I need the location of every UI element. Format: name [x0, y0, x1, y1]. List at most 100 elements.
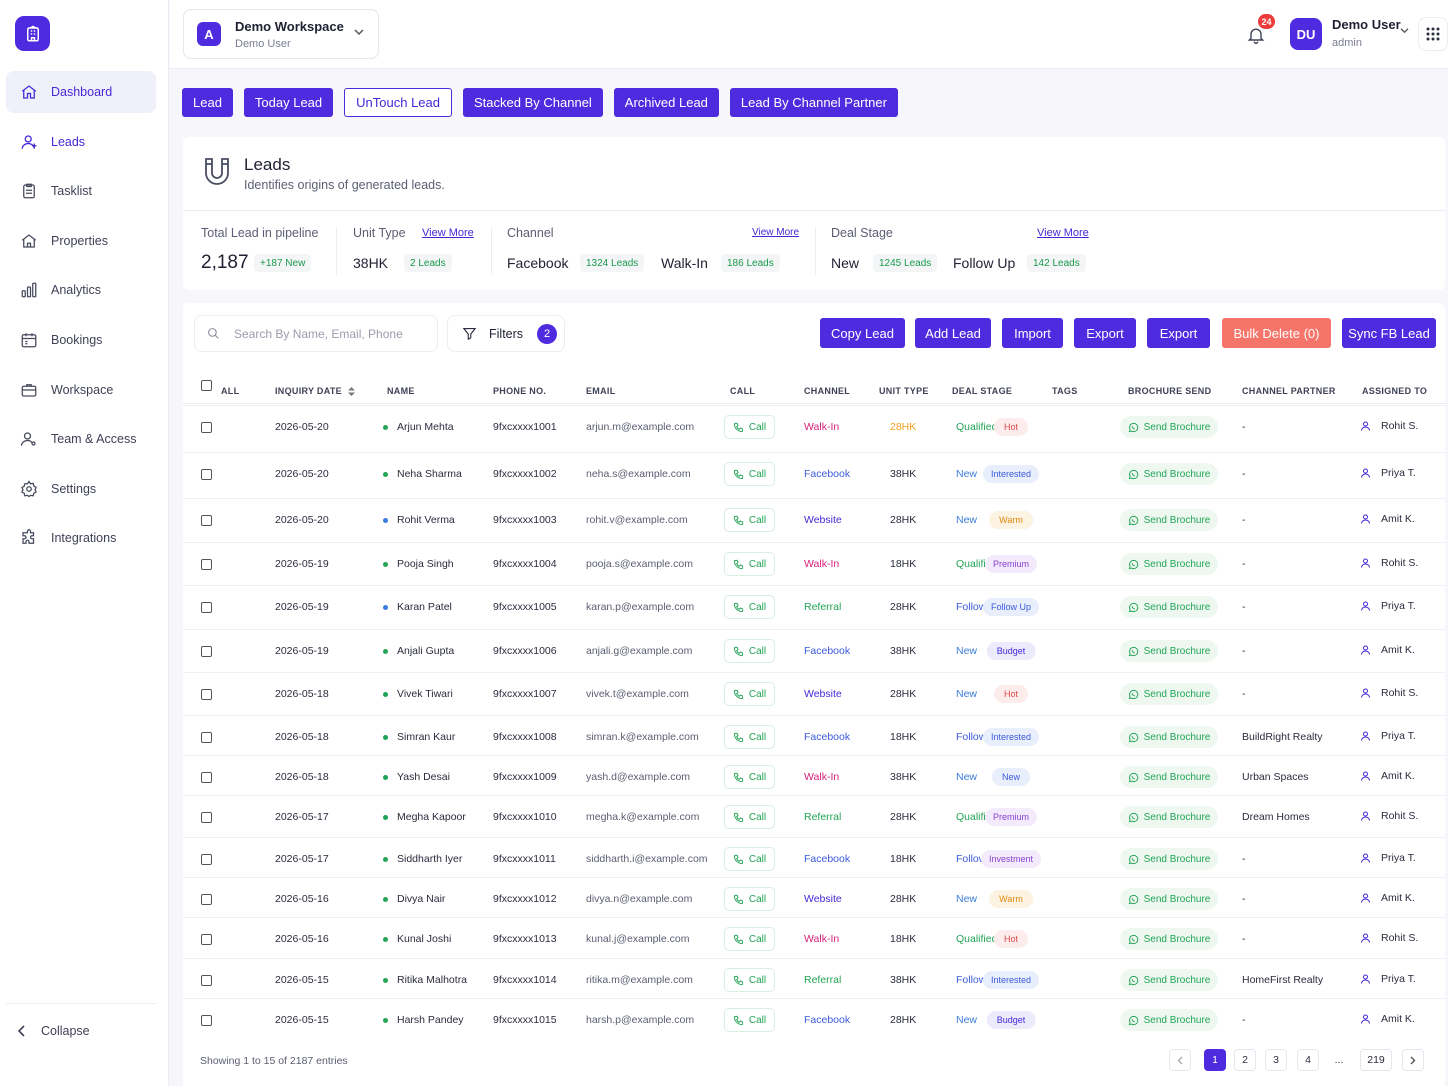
call-button[interactable]: Call [724, 725, 775, 749]
workspace-switcher[interactable]: A Demo Workspace Demo User [183, 9, 379, 59]
send-brochure-button[interactable]: Send Brochure [1120, 726, 1218, 748]
sidebar-item-properties[interactable]: Properties [6, 220, 156, 262]
cell-name[interactable]: Yash Desai [397, 771, 450, 783]
table-row[interactable] [183, 877, 1445, 921]
cell-assigned-to[interactable]: Priya T. [1360, 730, 1416, 742]
call-button[interactable]: Call [724, 462, 775, 486]
table-row[interactable] [183, 958, 1445, 1002]
cell-assigned-to[interactable]: Rohit S. [1360, 932, 1418, 944]
apps-grid-button[interactable] [1418, 17, 1448, 51]
table-row[interactable] [183, 452, 1445, 496]
send-brochure-button[interactable]: Send Brochure [1120, 928, 1218, 950]
row-checkbox[interactable] [201, 469, 212, 480]
sidebar-item-tasklist[interactable]: Tasklist [6, 170, 156, 212]
table-row[interactable] [183, 498, 1445, 542]
unit-view-more-link[interactable]: View More [422, 227, 474, 239]
row-checkbox[interactable] [201, 934, 212, 945]
cell-assigned-to[interactable]: Rohit S. [1360, 420, 1418, 432]
tab-untouch-lead[interactable]: UnTouch Lead [344, 88, 452, 117]
call-button[interactable]: Call [724, 552, 775, 576]
send-brochure-button[interactable]: Send Brochure [1120, 1009, 1218, 1031]
cell-name[interactable]: Rohit Verma [397, 514, 455, 526]
cell-name[interactable]: Harsh Pandey [397, 1014, 464, 1026]
tab-archived-lead[interactable]: Archived Lead [613, 88, 719, 117]
table-row[interactable] [183, 629, 1445, 673]
table-row[interactable] [183, 795, 1445, 839]
row-checkbox[interactable] [201, 975, 212, 986]
cell-name[interactable]: Megha Kapoor [397, 811, 466, 823]
table-row[interactable] [183, 715, 1445, 759]
cell-assigned-to[interactable]: Priya T. [1360, 600, 1416, 612]
send-brochure-button[interactable]: Send Brochure [1120, 888, 1218, 910]
bulk-delete-button[interactable]: Bulk Delete (0) [1222, 318, 1331, 348]
tab-stacked-by-channel[interactable]: Stacked By Channel [463, 88, 603, 117]
sync-fb-lead-button[interactable]: Sync FB Lead [1342, 318, 1436, 348]
add-lead-button[interactable]: Add Lead [915, 318, 991, 348]
cell-name[interactable]: Vivek Tiwari [397, 688, 453, 700]
row-checkbox[interactable] [201, 515, 212, 526]
row-checkbox[interactable] [201, 772, 212, 783]
collapse-button[interactable]: Collapse [17, 1024, 90, 1038]
cell-name[interactable]: Kunal Joshi [397, 933, 452, 945]
sidebar-item-dashboard[interactable]: Dashboard [6, 71, 156, 113]
call-button[interactable]: Call [724, 927, 775, 951]
call-button[interactable]: Call [724, 968, 775, 992]
tab-today-lead[interactable]: Today Lead [243, 88, 334, 117]
cell-name[interactable]: Arjun Mehta [397, 421, 454, 433]
cell-name[interactable]: Anjali Gupta [397, 645, 455, 657]
select-all-checkbox[interactable] [201, 380, 212, 391]
pagination-next-button[interactable] [1402, 1049, 1424, 1071]
cell-assigned-to[interactable]: Priya T. [1360, 973, 1416, 985]
tab-lead[interactable]: Lead [182, 88, 233, 117]
row-checkbox[interactable] [201, 1015, 212, 1026]
row-checkbox[interactable] [201, 646, 212, 657]
cell-assigned-to[interactable]: Priya T. [1360, 467, 1416, 479]
pagination-page-last[interactable]: 219 [1360, 1049, 1392, 1071]
row-checkbox[interactable] [201, 732, 212, 743]
table-row[interactable] [183, 998, 1445, 1042]
send-brochure-button[interactable]: Send Brochure [1120, 596, 1218, 618]
pagination-page-1[interactable]: 1 [1204, 1049, 1226, 1071]
pagination-page-3[interactable]: 3 [1265, 1049, 1287, 1071]
app-logo[interactable] [15, 16, 50, 51]
pagination-page-4[interactable]: 4 [1297, 1049, 1319, 1071]
cell-name[interactable]: Simran Kaur [397, 731, 456, 743]
sidebar-item-bookings[interactable]: Bookings [6, 319, 156, 361]
cell-assigned-to[interactable]: Rohit S. [1360, 557, 1418, 569]
chevron-down-icon[interactable] [1400, 27, 1409, 34]
cell-name[interactable]: Neha Sharma [397, 468, 462, 480]
row-checkbox[interactable] [201, 559, 212, 570]
avatar[interactable]: DU [1290, 18, 1322, 50]
cell-name[interactable]: Siddharth Iyer [397, 853, 463, 865]
search-input[interactable] [234, 326, 424, 341]
call-button[interactable]: Call [724, 595, 775, 619]
cell-name[interactable]: Karan Patel [397, 601, 452, 613]
cell-assigned-to[interactable]: Amit K. [1360, 770, 1415, 782]
filters-button[interactable]: Filters 2 [447, 315, 565, 352]
row-checkbox[interactable] [201, 894, 212, 905]
copy-lead-button[interactable]: Copy Lead [820, 318, 905, 348]
table-row[interactable] [183, 755, 1445, 799]
call-button[interactable]: Call [724, 415, 775, 439]
export-button-secondary[interactable]: Export [1147, 318, 1210, 348]
table-row[interactable] [183, 837, 1445, 881]
call-button[interactable]: Call [724, 639, 775, 663]
send-brochure-button[interactable]: Send Brochure [1120, 806, 1218, 828]
export-button[interactable]: Export [1074, 318, 1136, 348]
cell-assigned-to[interactable]: Amit K. [1360, 644, 1415, 656]
send-brochure-button[interactable]: Send Brochure [1120, 416, 1218, 438]
cell-name[interactable]: Pooja Singh [397, 558, 454, 570]
row-checkbox[interactable] [201, 689, 212, 700]
deal-view-more-link[interactable]: View More [1037, 227, 1089, 239]
import-button[interactable]: Import [1002, 318, 1063, 348]
cell-name[interactable]: Ritika Malhotra [397, 974, 468, 986]
user-name[interactable]: Demo User [1332, 17, 1401, 32]
sidebar-item-integrations[interactable]: Integrations [6, 517, 156, 559]
table-row[interactable] [183, 917, 1445, 961]
row-checkbox[interactable] [201, 812, 212, 823]
table-row[interactable] [183, 542, 1445, 586]
sidebar-item-workspace[interactable]: Workspace [6, 369, 156, 411]
row-checkbox[interactable] [201, 422, 212, 433]
call-button[interactable]: Call [724, 765, 775, 789]
send-brochure-button[interactable]: Send Brochure [1120, 969, 1218, 991]
